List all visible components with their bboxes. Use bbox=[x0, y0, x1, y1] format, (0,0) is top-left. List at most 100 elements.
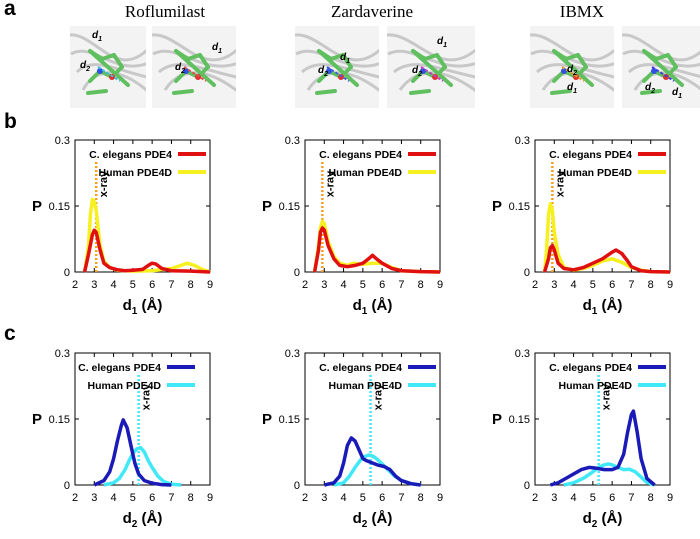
x-tick-label: 8 bbox=[648, 279, 654, 291]
x-tick-label: 7 bbox=[398, 279, 404, 291]
y-tick-label: 0.15 bbox=[49, 414, 70, 426]
chart-b-3: 2 3 4 5 6 7 8 9 0 0.15 0.3 Pd1 (Å) x-ray C. elegans P… bbox=[492, 135, 673, 317]
x-tick-label: 5 bbox=[360, 492, 366, 504]
y-tick-label: 0.15 bbox=[279, 201, 300, 213]
ligand-bond bbox=[411, 49, 453, 87]
x-tick-label: 3 bbox=[91, 279, 97, 291]
d1-label: d1 bbox=[212, 42, 222, 55]
distance-line bbox=[326, 66, 350, 82]
y-tick-label: 0.3 bbox=[515, 135, 530, 147]
ligand-bond bbox=[317, 49, 359, 87]
x-axis-label: d1 (Å) bbox=[583, 297, 623, 317]
legend-label: Human PDE4D bbox=[558, 380, 632, 392]
x-tick-label: 2 bbox=[532, 279, 538, 291]
x-tick-label: 7 bbox=[168, 279, 174, 291]
structure-thumbnail-6: d1 d2 bbox=[622, 26, 700, 108]
d2-label: d2 bbox=[80, 60, 90, 73]
legend-label: Human PDE4D bbox=[558, 167, 632, 179]
d1-label: d1 bbox=[340, 52, 350, 65]
legend-label: C. elegans PDE4 bbox=[89, 149, 172, 161]
nitrogen-atom bbox=[420, 68, 426, 74]
x-tick-label: 6 bbox=[149, 492, 155, 504]
legend-label: C. elegans PDE4 bbox=[549, 149, 632, 161]
x-tick-label: 9 bbox=[667, 492, 673, 504]
ligand-bond bbox=[564, 53, 580, 61]
y-tick-label: 0 bbox=[64, 480, 70, 492]
series-line-human bbox=[563, 462, 656, 487]
legend-label: Human PDE4D bbox=[87, 380, 161, 392]
x-tick-label: 4 bbox=[341, 492, 347, 504]
x-tick-label: 6 bbox=[379, 492, 385, 504]
y-axis-label: P bbox=[492, 198, 502, 215]
nitrogen-atom bbox=[97, 68, 103, 74]
d2-label: d2 bbox=[645, 82, 655, 95]
y-tick-label: 0.3 bbox=[55, 348, 70, 360]
x-tick-label: 4 bbox=[111, 492, 117, 504]
x-tick-label: 7 bbox=[398, 492, 404, 504]
y-tick-label: 0 bbox=[294, 480, 300, 492]
x-tick-label: 7 bbox=[628, 492, 634, 504]
x-axis-label: d2 (Å) bbox=[123, 510, 163, 530]
series-line-human bbox=[333, 453, 421, 487]
ligand-bond bbox=[642, 49, 684, 87]
ligand-bond bbox=[172, 89, 194, 95]
nitrogen-atom bbox=[561, 68, 567, 74]
structure-thumbnail-1: d1 d2 bbox=[70, 26, 146, 108]
x-tick-label: 5 bbox=[590, 279, 596, 291]
y-tick-label: 0.15 bbox=[49, 201, 70, 213]
ribbon-shape bbox=[70, 33, 146, 62]
x-tick-label: 7 bbox=[628, 279, 634, 291]
x-tick-label: 5 bbox=[130, 492, 136, 504]
y-tick-label: 0 bbox=[524, 480, 530, 492]
x-tick-label: 9 bbox=[207, 279, 213, 291]
d2-label: d2 bbox=[175, 62, 185, 75]
xray-label: x-ray bbox=[601, 383, 613, 410]
chart-c-2: 2 3 4 5 6 7 8 9 0 0.15 0.3 Pd2 (Å) x-ray C. elegans P… bbox=[262, 348, 443, 530]
y-tick-label: 0.3 bbox=[285, 348, 300, 360]
y-tick-label: 0.3 bbox=[515, 348, 530, 360]
x-tick-label: 2 bbox=[302, 492, 308, 504]
x-tick-label: 2 bbox=[302, 279, 308, 291]
nitrogen-atom bbox=[651, 68, 657, 74]
x-axis-label: d2 (Å) bbox=[583, 510, 623, 530]
ligand-bond bbox=[666, 53, 678, 69]
ligand-bond bbox=[315, 89, 337, 95]
d1-label: d1 bbox=[92, 30, 102, 43]
y-axis-label: P bbox=[32, 198, 42, 215]
structure-thumbnail-4: d1 d2 bbox=[387, 26, 475, 108]
x-tick-label: 4 bbox=[571, 279, 577, 291]
series-line-celegans bbox=[542, 243, 671, 274]
series-line-human bbox=[312, 219, 441, 274]
drug-title-roflumilast: Roflumilast bbox=[124, 2, 206, 21]
x-tick-label: 9 bbox=[207, 492, 213, 504]
legend-label: C. elegans PDE4 bbox=[319, 149, 402, 161]
nitrogen-atom bbox=[326, 68, 332, 74]
x-axis-label: d1 (Å) bbox=[353, 297, 393, 317]
drug-title-ibmx: IBMX bbox=[559, 2, 605, 21]
distance-line bbox=[183, 66, 207, 82]
x-tick-label: 3 bbox=[321, 279, 327, 291]
ribbon-shape bbox=[387, 33, 475, 62]
d2-label: d2 bbox=[567, 64, 577, 77]
structure-thumbnail-3: d1 d2 bbox=[295, 26, 379, 108]
y-axis-label: P bbox=[262, 198, 272, 215]
ligand-bond bbox=[341, 53, 353, 69]
y-tick-label: 0 bbox=[524, 267, 530, 279]
x-tick-label: 5 bbox=[590, 492, 596, 504]
x-tick-label: 3 bbox=[321, 492, 327, 504]
ligand-bond bbox=[550, 89, 572, 95]
ligand-bond bbox=[88, 49, 130, 87]
x-tick-label: 6 bbox=[609, 492, 615, 504]
y-tick-label: 0.15 bbox=[509, 201, 530, 213]
panel-letter-a: a bbox=[4, 0, 16, 20]
x-axis-label: d1 (Å) bbox=[123, 297, 163, 317]
ligand-bond bbox=[423, 53, 439, 61]
xray-label: x-ray bbox=[98, 170, 110, 197]
d1-label: d1 bbox=[672, 87, 682, 100]
x-tick-label: 8 bbox=[648, 492, 654, 504]
y-tick-label: 0.15 bbox=[509, 414, 530, 426]
x-tick-label: 8 bbox=[418, 279, 424, 291]
x-tick-label: 7 bbox=[168, 492, 174, 504]
distance-line bbox=[651, 66, 675, 82]
